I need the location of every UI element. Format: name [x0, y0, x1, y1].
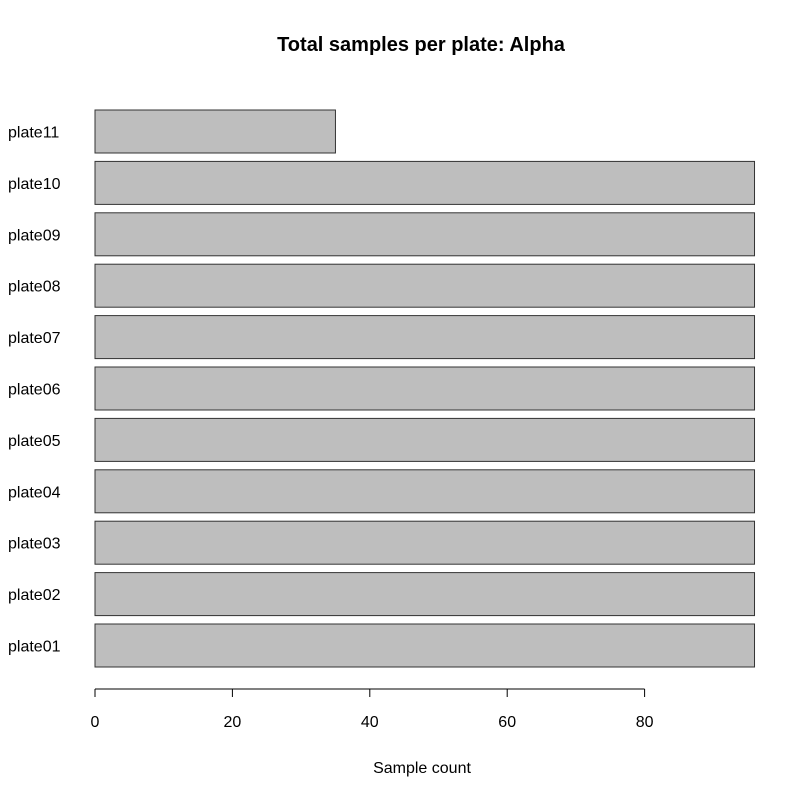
x-tick-label-80: 80	[636, 714, 654, 731]
category-label-plate08: plate08	[8, 279, 61, 296]
category-label-plate10: plate10	[8, 176, 61, 193]
category-label-plate03: plate03	[8, 536, 61, 553]
bar-plate05	[94, 417, 756, 462]
bar-plate07	[94, 315, 756, 360]
category-labels: plate01 plate02 plate03 plate04 plate05 plate…	[8, 125, 61, 656]
bar-plate08	[94, 263, 756, 308]
x-tick-label-40: 40	[361, 714, 379, 731]
category-label-plate07: plate07	[8, 330, 61, 347]
category-label-plate02: plate02	[8, 587, 61, 604]
bar-plate01	[94, 623, 756, 668]
category-label-plate04: plate04	[8, 484, 61, 501]
category-label-plate09: plate09	[8, 227, 61, 244]
category-label-plate06: plate06	[8, 382, 61, 399]
chart-title: Total samples per plate: Alpha	[277, 34, 566, 56]
category-label-plate05: plate05	[8, 433, 61, 450]
x-axis-title: Sample count	[373, 760, 471, 777]
x-tick-label-20: 20	[224, 714, 242, 731]
bar-plate06	[94, 366, 756, 411]
bar-plate03	[94, 520, 756, 565]
x-tick-label-0: 0	[91, 714, 100, 731]
bar-plate04	[94, 469, 756, 514]
bar-plate10	[94, 160, 756, 205]
category-label-plate01: plate01	[8, 639, 61, 656]
x-tick-label-60: 60	[498, 714, 516, 731]
category-label-plate11: plate11	[8, 125, 59, 142]
bar-plate09	[94, 212, 756, 257]
bars-group	[94, 109, 756, 668]
bar-plate02	[94, 572, 756, 617]
x-axis: 0 20 40 60 80	[91, 688, 654, 731]
bar-plate11	[94, 109, 336, 154]
